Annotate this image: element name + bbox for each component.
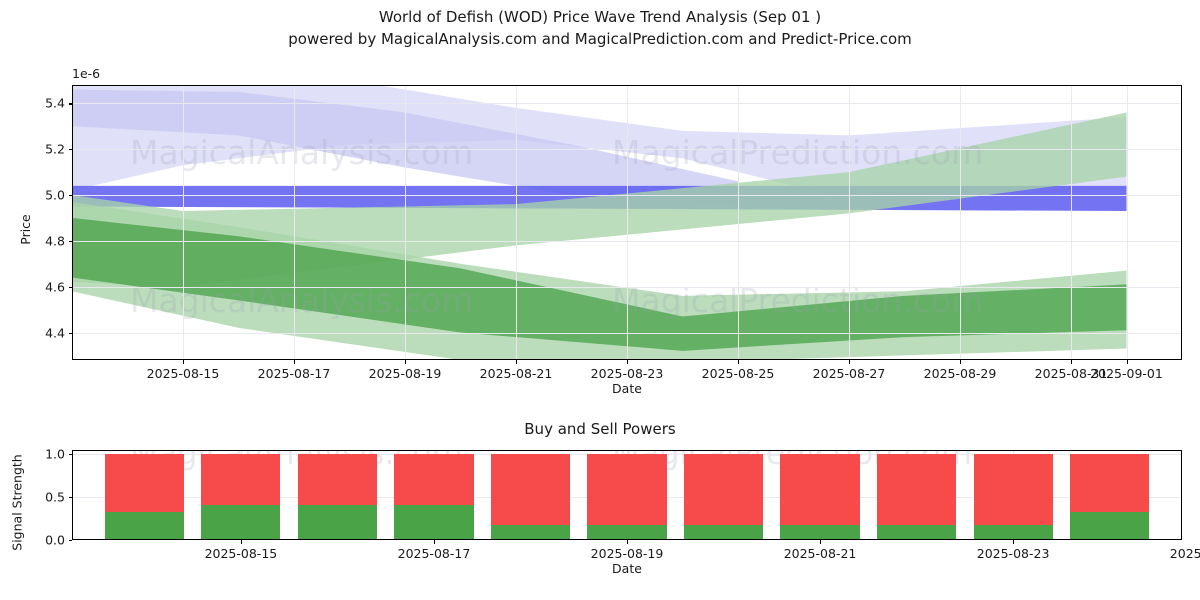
x-tick-mark [433, 540, 436, 544]
y-tick-mark [68, 103, 72, 105]
y-axis-offset-label: 1e-6 [72, 66, 101, 81]
x-tick-label: 2025-08-25 [701, 366, 775, 381]
x-tick-label: 2025-08-21 [783, 546, 857, 561]
x-tick-label: 2025-08-19 [590, 546, 664, 561]
gridline-vertical [849, 85, 850, 360]
bar-buy-power [973, 525, 1053, 540]
x-tick-label: 2025-08-29 [923, 366, 997, 381]
gridline-vertical [627, 85, 628, 360]
gridline-vertical [294, 85, 295, 360]
x-tick-mark [1126, 360, 1128, 364]
x-tick-mark [820, 540, 822, 544]
y-tick-mark [68, 332, 72, 334]
bar-buy-power [104, 511, 184, 540]
y-tick-label: 4.6 [45, 279, 65, 295]
x-tick-mark [849, 360, 851, 364]
x-tick-mark [183, 360, 185, 364]
bar-sell-power [587, 454, 667, 526]
x-tick-mark [960, 360, 962, 364]
y-tick-mark [68, 195, 72, 197]
x-tick-mark [1071, 360, 1073, 364]
bar-buy-power [587, 525, 667, 540]
bar-sell-power [490, 454, 571, 526]
x-tick-label: 2025-08-17 [257, 366, 331, 381]
x-tick-mark [1013, 540, 1015, 544]
x-tick-label: 2025-08-15 [146, 366, 220, 381]
bar-buy-power [1070, 511, 1150, 540]
buy-sell-powers-chart: MagicalAnalysis.com MagicalPrediction.co… [10, 447, 1200, 576]
x-tick-mark [405, 360, 407, 364]
gridline-vertical [405, 85, 406, 360]
y-tick-label: 5.4 [45, 95, 65, 111]
y-tick-mark [68, 454, 72, 456]
x-tick-label: 2025-08-17 [397, 546, 471, 561]
price-band-group [72, 85, 1127, 360]
x-tick-label: 2025-08-23 [976, 546, 1050, 561]
x-tick-label: 2025-08-23 [590, 366, 664, 381]
x-tick-mark [627, 360, 629, 364]
x-tick-label: 2025-08-25 [1169, 546, 1200, 561]
bar-buy-power [490, 525, 571, 540]
bar-sell-power [780, 454, 860, 526]
price-wave-chart: 1e-6 MagicalAnalysis.com MagicalPredicti… [18, 66, 1182, 396]
bar-sell-power [1070, 454, 1150, 512]
bar-buy-power [780, 525, 860, 540]
x-tick-mark [516, 360, 518, 364]
y-tick-label: 4.4 [45, 325, 65, 340]
bar-buy-power [683, 525, 764, 540]
y-tick-mark [68, 286, 72, 288]
y-tick-label: 1.0 [45, 446, 65, 462]
y-tick-label: 5.2 [45, 141, 65, 157]
y-tick-label: 0.5 [45, 489, 65, 505]
gridline-vertical [1071, 85, 1072, 360]
y-tick-mark [68, 149, 72, 151]
y-tick-label: 5.0 [45, 187, 65, 203]
bar-sell-power [297, 454, 377, 505]
price-plot-area: MagicalAnalysis.com MagicalPrediction.co… [72, 85, 1182, 360]
page-title: World of Defish (WOD) Price Wave Trend A… [378, 8, 822, 26]
power-plot-area: MagicalAnalysis.com MagicalPrediction.co… [72, 450, 1182, 540]
buy-sell-chart-title: Buy and Sell Powers [524, 420, 676, 438]
gridline-vertical [183, 85, 184, 360]
price-x-axis-title: Date [612, 381, 642, 396]
bar-sell-power [973, 454, 1053, 526]
bar-sell-power [104, 454, 184, 512]
x-tick-label: 2025-08-19 [368, 366, 442, 381]
price-band-lower-green-wave-dark [72, 217, 1127, 351]
bar-buy-power [394, 504, 474, 540]
page-subtitle: powered by MagicalAnalysis.com and Magic… [288, 30, 912, 48]
bar-buy-power [876, 525, 957, 540]
gridline-vertical [738, 85, 739, 360]
gridline-vertical [960, 85, 961, 360]
bar-sell-power [201, 454, 281, 505]
y-tick-mark [68, 240, 72, 243]
x-tick-mark [738, 360, 740, 364]
bar-sell-power [876, 454, 957, 526]
bar-sell-power [394, 454, 474, 505]
bar-sell-power [683, 454, 764, 526]
power-x-axis-title: Date [612, 561, 642, 576]
x-tick-mark [627, 540, 629, 544]
x-tick-label: 2025-09-01 [1090, 366, 1163, 381]
x-tick-mark [240, 540, 243, 544]
x-tick-label: 2025-08-21 [479, 366, 553, 381]
y-tick-mark [68, 540, 72, 542]
x-tick-label: 2025-08-15 [204, 546, 278, 561]
bar-buy-power [297, 504, 377, 540]
gridline-vertical [1126, 85, 1128, 360]
bar-buy-power [201, 504, 281, 540]
price-y-axis-title: Price [17, 214, 33, 245]
y-tick-label: 4.8 [45, 233, 65, 249]
gridline-vertical [516, 85, 517, 360]
x-tick-label: 2025-08-31 [1034, 366, 1108, 381]
x-tick-label: 2025-08-27 [812, 366, 886, 381]
power-y-axis-title: Signal Strength [9, 454, 25, 551]
x-tick-mark [294, 360, 296, 364]
y-tick-mark [68, 497, 72, 499]
figure-title-block: World of Defish (WOD) Price Wave Trend A… [0, 6, 1200, 50]
y-tick-label: 0.0 [45, 532, 65, 548]
